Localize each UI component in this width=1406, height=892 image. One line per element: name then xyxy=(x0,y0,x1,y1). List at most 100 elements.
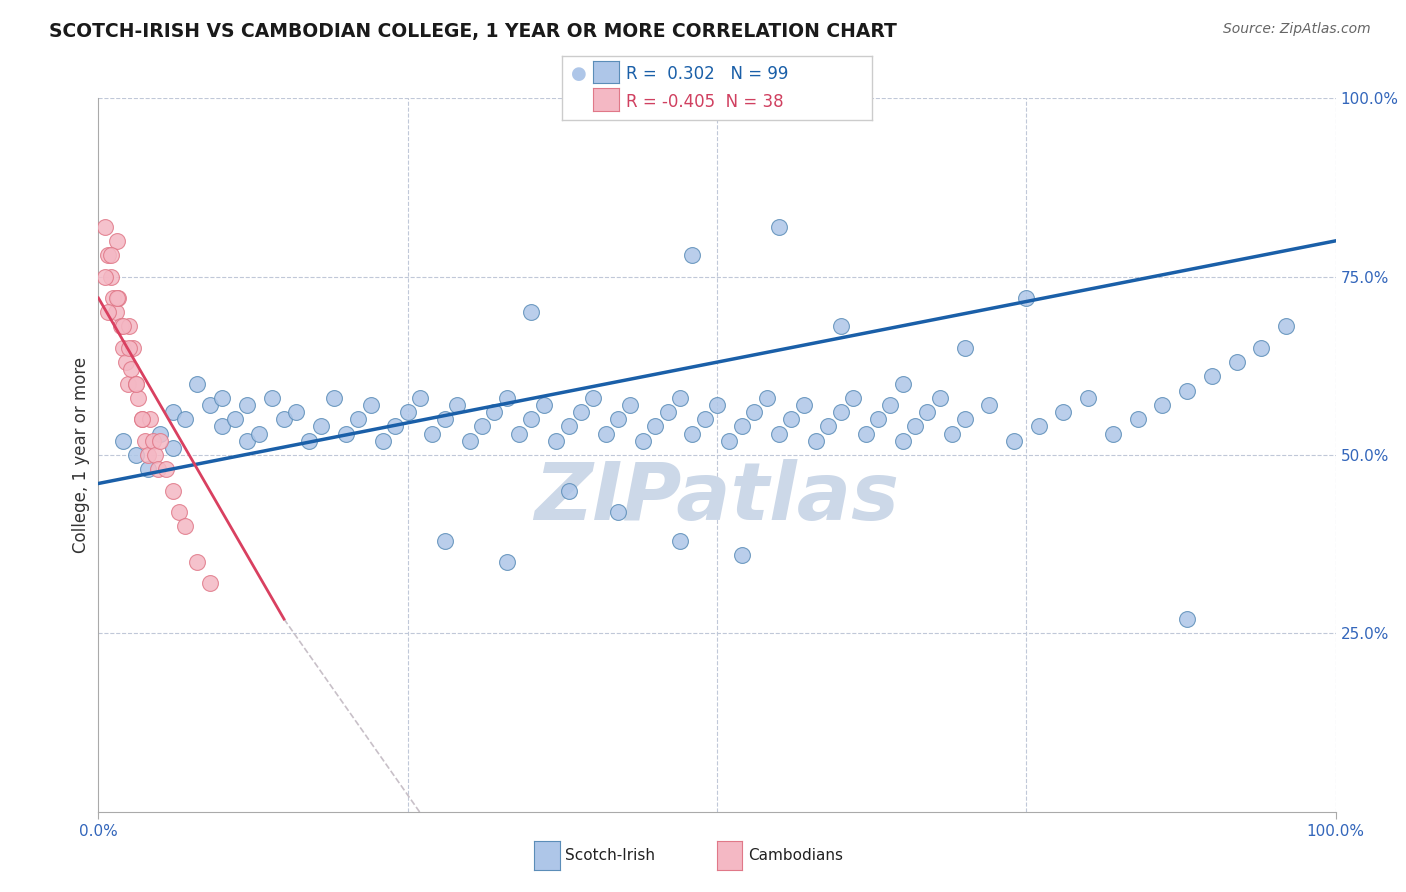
Point xyxy=(619,398,641,412)
Point xyxy=(830,319,852,334)
Point xyxy=(495,555,517,569)
Point xyxy=(607,505,630,519)
Point xyxy=(1152,398,1174,412)
Point xyxy=(139,412,162,426)
Point xyxy=(167,505,190,519)
Point xyxy=(124,448,146,462)
Point xyxy=(1002,434,1025,448)
Point xyxy=(471,419,494,434)
Y-axis label: College, 1 year or more: College, 1 year or more xyxy=(72,357,90,553)
Point xyxy=(495,391,517,405)
Point xyxy=(1052,405,1074,419)
Point xyxy=(247,426,270,441)
Point xyxy=(1015,291,1038,305)
Point xyxy=(371,434,394,448)
Point xyxy=(162,441,184,455)
Text: R =  0.302   N = 99: R = 0.302 N = 99 xyxy=(626,65,787,83)
Point xyxy=(335,426,357,441)
Point xyxy=(298,434,321,448)
Point xyxy=(211,419,233,434)
Point xyxy=(484,405,506,419)
Point xyxy=(1175,384,1198,398)
Point xyxy=(742,405,765,419)
Point xyxy=(112,434,135,448)
Point xyxy=(607,412,630,426)
Point xyxy=(631,434,654,448)
Point xyxy=(105,291,128,305)
Point xyxy=(110,319,132,334)
Text: SCOTCH-IRISH VS CAMBODIAN COLLEGE, 1 YEAR OR MORE CORRELATION CHART: SCOTCH-IRISH VS CAMBODIAN COLLEGE, 1 YEA… xyxy=(49,22,897,41)
Text: Source: ZipAtlas.com: Source: ZipAtlas.com xyxy=(1223,22,1371,37)
Point xyxy=(953,412,976,426)
Point xyxy=(793,398,815,412)
Point xyxy=(718,434,741,448)
Point xyxy=(520,412,543,426)
Point xyxy=(136,462,159,476)
Point xyxy=(1250,341,1272,355)
Point xyxy=(731,548,754,562)
Point xyxy=(1175,612,1198,626)
Point xyxy=(236,398,259,412)
Point xyxy=(1201,369,1223,384)
Point xyxy=(1226,355,1249,369)
Point xyxy=(582,391,605,405)
Point xyxy=(520,305,543,319)
Point xyxy=(273,412,295,426)
Point xyxy=(546,434,568,448)
Point xyxy=(953,341,976,355)
Point xyxy=(174,412,197,426)
Point xyxy=(1275,319,1298,334)
Point xyxy=(143,448,166,462)
Point xyxy=(93,219,115,234)
Point xyxy=(105,234,128,248)
Point xyxy=(917,405,939,419)
Point xyxy=(118,319,141,334)
Point xyxy=(458,434,481,448)
Point xyxy=(1077,391,1099,405)
Point xyxy=(149,434,172,448)
Point xyxy=(162,483,184,498)
Point xyxy=(669,533,692,548)
Point xyxy=(557,483,579,498)
Point xyxy=(236,434,259,448)
Point xyxy=(93,269,115,284)
Point xyxy=(198,398,221,412)
Point xyxy=(186,555,208,569)
Point xyxy=(100,248,122,262)
Point xyxy=(979,398,1001,412)
Point xyxy=(285,405,308,419)
Text: Scotch-Irish: Scotch-Irish xyxy=(565,848,655,863)
Point xyxy=(155,462,177,476)
Point xyxy=(755,391,778,405)
Point xyxy=(422,426,444,441)
Point xyxy=(891,434,914,448)
Point xyxy=(127,391,149,405)
Point xyxy=(198,576,221,591)
Point xyxy=(360,398,382,412)
Point xyxy=(97,248,120,262)
Point xyxy=(433,533,456,548)
Point xyxy=(433,412,456,426)
Point xyxy=(396,405,419,419)
Point xyxy=(1028,419,1050,434)
Point xyxy=(928,391,950,405)
Point xyxy=(817,419,839,434)
Point xyxy=(120,362,142,376)
Point xyxy=(768,219,790,234)
Point xyxy=(118,341,141,355)
Point xyxy=(142,434,165,448)
Point xyxy=(768,426,790,441)
Point xyxy=(131,412,153,426)
Point xyxy=(107,291,129,305)
Point xyxy=(780,412,803,426)
Text: R = -0.405  N = 38: R = -0.405 N = 38 xyxy=(626,94,783,112)
Point xyxy=(104,305,127,319)
Point xyxy=(804,434,827,448)
Point xyxy=(693,412,716,426)
Point xyxy=(533,398,555,412)
Point xyxy=(131,412,153,426)
Point xyxy=(569,405,592,419)
Point xyxy=(879,398,901,412)
Point xyxy=(866,412,889,426)
Point xyxy=(347,412,370,426)
